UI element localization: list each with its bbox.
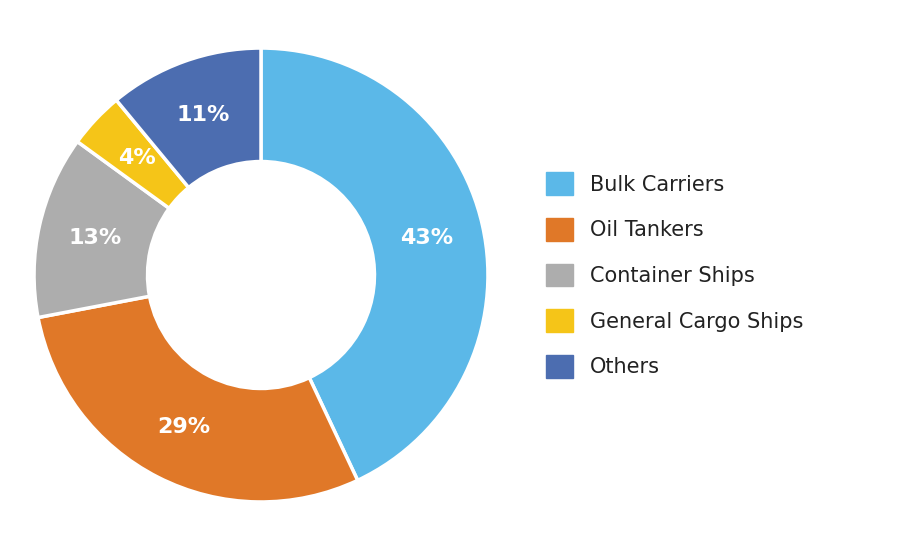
Legend: Bulk Carriers, Oil Tankers, Container Ships, General Cargo Ships, Others: Bulk Carriers, Oil Tankers, Container Sh… (546, 172, 803, 378)
Wedge shape (116, 48, 261, 188)
Wedge shape (77, 100, 189, 208)
Text: 11%: 11% (176, 105, 230, 125)
Wedge shape (34, 141, 169, 317)
Wedge shape (38, 296, 357, 502)
Text: 43%: 43% (400, 228, 454, 248)
Text: 4%: 4% (118, 148, 156, 168)
Text: 29%: 29% (158, 417, 211, 437)
Text: 13%: 13% (68, 228, 122, 248)
Wedge shape (261, 48, 488, 480)
